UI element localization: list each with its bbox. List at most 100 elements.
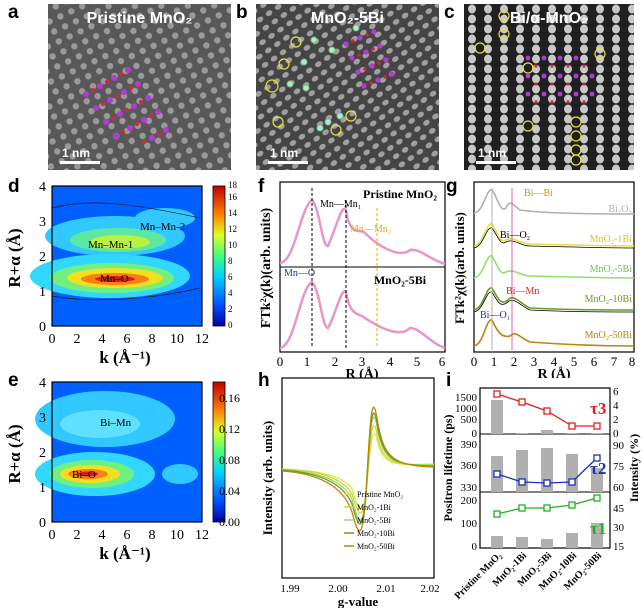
cbar-tick-e: 0.16 <box>219 391 240 405</box>
xtick-f: 5 <box>414 354 421 369</box>
marker-tau1 <box>493 510 501 518</box>
xcategories-i: Pristine MnO₂ MnO₂-1Bi MnO₂-5Bi MnO₂-10B… <box>453 550 604 601</box>
yticks-i: 0 500 1000 1500 330 360 390 0 100 200 <box>455 392 478 553</box>
xtick-f: 6 <box>439 354 446 369</box>
colorbar-ticks-d: 0 2 4 6 8 10 12 14 16 18 <box>228 180 238 330</box>
panel-e-label: e <box>8 370 19 391</box>
y2tick-i: 0 <box>613 428 619 440</box>
ylabel-h: Intensity (arb. units) <box>260 421 275 536</box>
cbar-tick-d: 0 <box>228 320 233 330</box>
marker-tau2 <box>568 478 576 486</box>
tau2-label: τ2 <box>590 459 606 478</box>
bars-top-i <box>491 400 603 434</box>
ytick-e: 4 <box>39 376 46 391</box>
marker-tau3 <box>543 407 551 415</box>
y2tick-i: 45 <box>613 503 625 515</box>
xtick-d: 6 <box>124 332 131 347</box>
annotation-d-1: Mn–Mn-1 <box>88 239 133 251</box>
xtick-e: 0 <box>49 528 56 543</box>
cbar-tick-e: 0.04 <box>219 484 240 498</box>
xticks-h: 1.99 2.00 2.01 2.02 <box>280 583 439 595</box>
tem-lattice-c <box>464 4 634 170</box>
cbar-tick-d: 10 <box>228 240 238 250</box>
marker-tau1 <box>518 504 526 512</box>
panel-d-chart: Mn–Mn-2 Mn–Mn-1 Mn–O 0 2 4 6 8 10 12 0 1… <box>5 180 238 367</box>
y2tick-i: 2 <box>613 414 619 426</box>
xtick-g: 5 <box>571 354 578 369</box>
series-label-g: MnO₂-1Bi <box>590 234 633 245</box>
annotation-e-0: Bi–Mn <box>100 417 132 429</box>
xticks-g: 0 1 2 3 4 5 6 7 8 <box>471 354 636 369</box>
xtick-e: 2 <box>74 528 81 543</box>
bar-mid-4 <box>591 468 603 492</box>
ytick-d: 3 <box>39 215 46 230</box>
curves-g <box>473 189 635 347</box>
panel-d-label: d <box>8 176 20 197</box>
panel-h-label: h <box>258 370 270 391</box>
panel-a-label: a <box>8 2 19 23</box>
bar-top-3 <box>566 433 578 434</box>
curve-1bi <box>473 223 635 247</box>
ytick-i: 330 <box>461 482 478 494</box>
scale-label-a: 1 nm <box>62 146 91 160</box>
marker-tau3 <box>568 422 576 430</box>
tem-lattice-b <box>256 4 439 170</box>
marker-tau3 <box>493 390 501 398</box>
ytick-i: 390 <box>461 439 478 451</box>
xtick-g: 7 <box>611 354 618 369</box>
annotation-d-0: Mn–Mn-2 <box>140 221 185 233</box>
curve-pristine <box>279 198 446 266</box>
panel-b-title: MnO₂-5Bi <box>311 10 384 27</box>
cbar-tick-d: 18 <box>228 180 238 190</box>
annotation-g-1: Bi—O₂ <box>500 230 530 241</box>
panel-i-chart: τ3 τ2 τ1 0 500 1000 1500 330 360 390 0 1… <box>441 386 641 602</box>
legend-g: Bi₂O₃ MnO₂-1Bi MnO₂-5Bi MnO₂-10Bi MnO₂-5… <box>585 204 633 341</box>
annotation-f-1: Mn—Mn₂ <box>350 224 391 235</box>
ytick-i: 500 <box>461 414 478 426</box>
xtick-g: 4 <box>551 354 558 369</box>
xtick-d: 12 <box>195 332 209 347</box>
ylabel-f: FTk²χ(k)(arb. units) <box>259 207 274 328</box>
plot-frame-g <box>473 181 635 353</box>
marker-tau3 <box>593 422 601 430</box>
xtick-d: 4 <box>99 332 106 347</box>
xtick-g: 3 <box>531 354 538 369</box>
ytick-e: 3 <box>39 411 46 426</box>
panel-c-title: Bi/α-MnO₂ <box>509 10 589 27</box>
y2tick-i: 75 <box>613 461 625 473</box>
contour-d <box>30 202 201 301</box>
bar-mid-3 <box>566 454 578 492</box>
xtick-h: 2.02 <box>420 583 439 595</box>
xtick-d: 2 <box>74 332 81 347</box>
plot-frame-e <box>51 381 203 523</box>
epr-curves-h <box>281 406 435 532</box>
panel-c-label: c <box>444 2 455 23</box>
panel-g-label: g <box>446 176 458 197</box>
bar-top-4 <box>591 433 603 434</box>
markers-tau1 <box>493 494 601 518</box>
ytick-d: 2 <box>39 250 46 265</box>
marker-tau2 <box>518 478 526 486</box>
ytick-d: 1 <box>39 285 46 300</box>
colorbar-ticks-e: 0.00 0.04 0.08 0.12 0.16 <box>219 391 240 529</box>
cbar-tick-d: 2 <box>228 304 233 314</box>
xtick-h: 2.01 <box>376 583 395 595</box>
ytick-d: 0 <box>39 320 46 335</box>
ytick-i: 0 <box>472 541 478 553</box>
marker-tau1 <box>568 501 576 509</box>
series-label-g: Bi₂O₃ <box>608 204 632 215</box>
panel-a-title: Pristine MnO₂ <box>86 10 193 27</box>
y2tick-i: 15 <box>613 541 625 553</box>
xtick-h: 1.99 <box>280 583 300 595</box>
y2tick-i: 90 <box>613 440 625 452</box>
plot-frame-h <box>281 377 435 579</box>
xtick-g: 6 <box>591 354 598 369</box>
bar-bot-2 <box>541 539 553 548</box>
cbar-tick-d: 16 <box>228 192 238 202</box>
xtick-e: 6 <box>124 528 131 543</box>
curve-10bi <box>473 287 635 311</box>
bar-bot-4 <box>591 523 603 548</box>
marker-tau1 <box>593 494 601 502</box>
curve-bi2o3 <box>473 189 635 215</box>
